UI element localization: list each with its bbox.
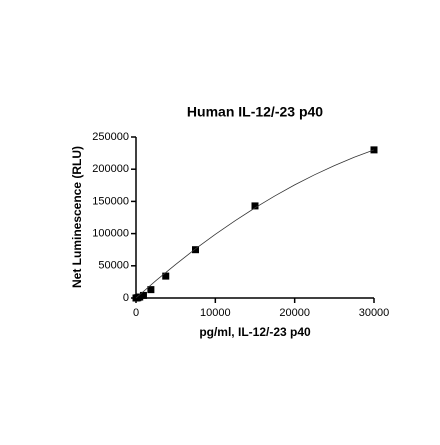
chart-title: Human IL-12/-23 p40 [187,104,323,120]
x-tick-label: 0 [133,307,139,319]
fit-curve [135,149,375,299]
y-tick-label: 150000 [92,195,129,207]
y-tick-label: 0 [123,292,129,304]
y-tick-label: 250000 [92,131,129,143]
data-point [251,202,259,210]
y-tick-label: 50000 [98,260,129,272]
data-point [139,291,147,299]
data-point [162,272,170,280]
y-tick-label: 100000 [92,228,129,240]
data-point [192,246,199,254]
y-axis-label: Net Luminescence (RLU) [70,146,84,288]
x-tick-label: 10000 [200,307,231,319]
y-tick-label: 200000 [92,163,129,175]
x-tick-label: 30000 [359,307,390,319]
data-point [147,286,155,294]
data-point [136,293,144,301]
x-tick-label: 20000 [279,307,310,319]
x-axis-label: pg/ml, IL-12/-23 p40 [199,325,311,339]
